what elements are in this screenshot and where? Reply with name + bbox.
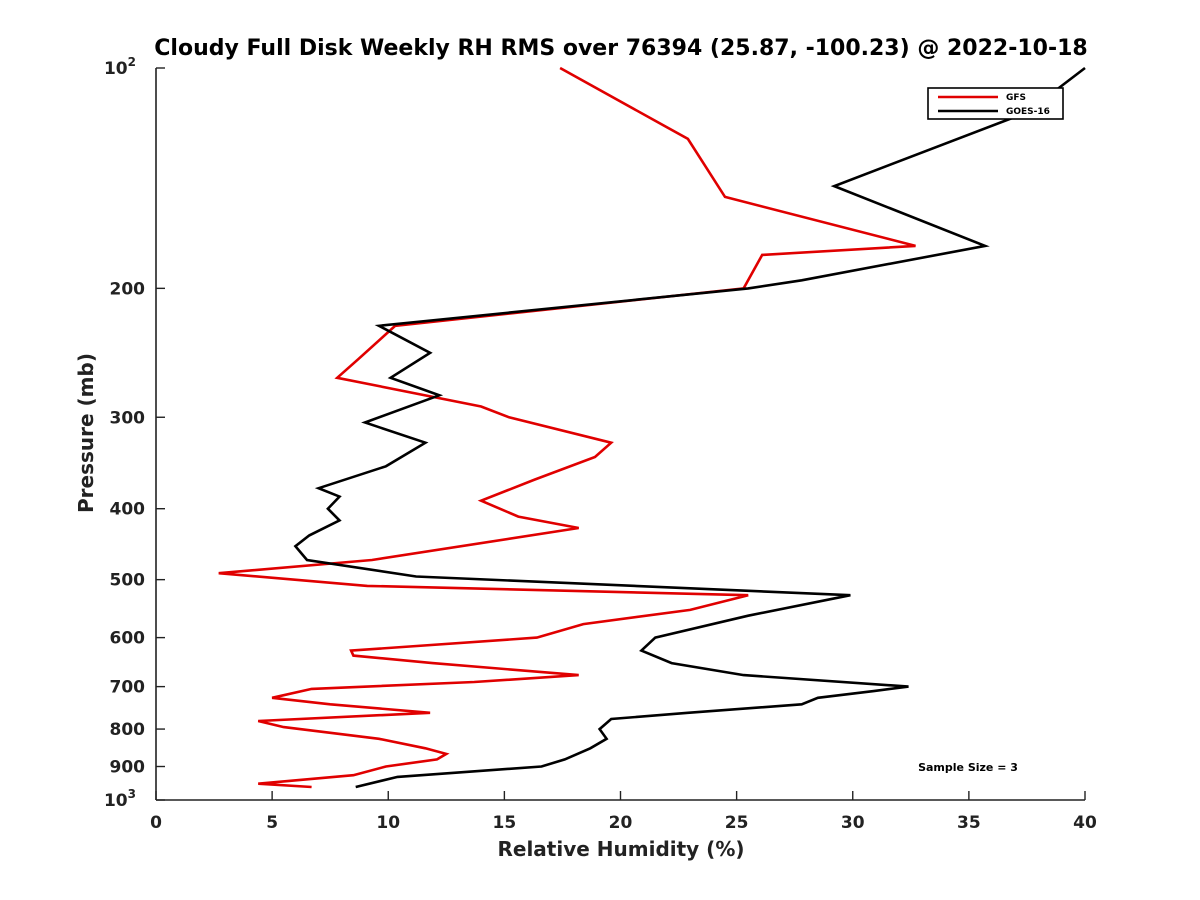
x-axis-label: Relative Humidity (%) bbox=[497, 837, 744, 861]
y-tick-label: 600 bbox=[110, 629, 146, 649]
y-tick-label: 500 bbox=[110, 571, 146, 591]
y-tick-label: 700 bbox=[110, 678, 146, 698]
tick-marks: 0 5 10 15 20 25 30 35 40 102 200 300 400 500 600 700 800… bbox=[104, 55, 1097, 833]
chart-title: Cloudy Full Disk Weekly RH RMS over 7639… bbox=[154, 36, 1087, 61]
x-tick-label: 25 bbox=[725, 813, 749, 833]
x-tick-label: 20 bbox=[609, 813, 633, 833]
y-tick-label: 102 bbox=[104, 55, 136, 79]
x-tick-label: 35 bbox=[957, 813, 981, 833]
x-tick-label: 5 bbox=[266, 813, 278, 833]
y-tick-label: 400 bbox=[110, 500, 146, 520]
legend-label-gfs: GFS bbox=[1006, 93, 1026, 103]
x-tick-label: 40 bbox=[1073, 813, 1097, 833]
legend-label-goes-16: GOES-16 bbox=[1006, 107, 1050, 117]
sample-size-annotation: Sample Size = 3 bbox=[918, 761, 1018, 774]
y-tick-label: 800 bbox=[110, 720, 146, 740]
legend-box bbox=[927, 87, 1064, 120]
y-tick-label: 900 bbox=[110, 758, 146, 778]
x-tick-label: 30 bbox=[841, 813, 865, 833]
x-tick-label: 0 bbox=[150, 813, 162, 833]
y-tick-label: 200 bbox=[110, 279, 146, 299]
series-line-gfs bbox=[218, 66, 916, 789]
y-tick-label: 103 bbox=[104, 787, 136, 811]
legend: GFS GOES-16 bbox=[927, 87, 1064, 120]
y-axis-label: Pressure (mb) bbox=[74, 353, 98, 513]
x-tick-label: 15 bbox=[493, 813, 517, 833]
series-line-goes-16 bbox=[293, 66, 1086, 789]
plot-area bbox=[218, 66, 1086, 789]
y-tick-label: 300 bbox=[110, 408, 146, 428]
x-tick-label: 10 bbox=[376, 813, 400, 833]
